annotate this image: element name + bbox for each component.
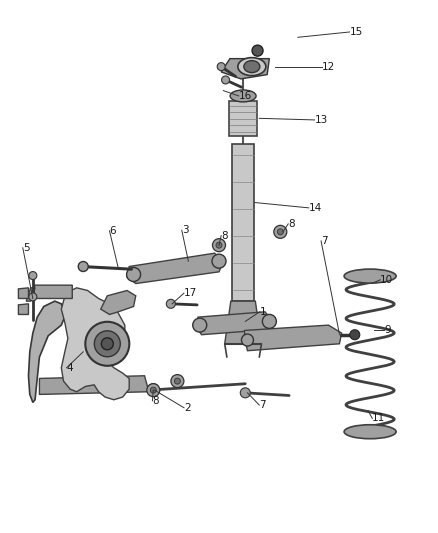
Text: 11: 11: [372, 414, 385, 423]
Text: 2: 2: [184, 403, 191, 413]
Circle shape: [78, 262, 88, 271]
Text: 3: 3: [182, 225, 188, 235]
Circle shape: [147, 384, 160, 397]
Ellipse shape: [344, 425, 396, 439]
Circle shape: [216, 242, 222, 248]
Polygon shape: [127, 253, 223, 284]
Circle shape: [222, 76, 230, 84]
Text: 14: 14: [309, 203, 322, 213]
Text: 8: 8: [221, 231, 228, 240]
Ellipse shape: [238, 58, 266, 76]
Circle shape: [262, 314, 276, 328]
Circle shape: [241, 334, 254, 346]
Circle shape: [127, 268, 141, 281]
Ellipse shape: [230, 90, 256, 102]
Polygon shape: [31, 285, 72, 298]
Polygon shape: [28, 301, 66, 402]
Polygon shape: [61, 288, 129, 400]
Text: 16: 16: [239, 91, 252, 101]
Circle shape: [150, 387, 156, 393]
Text: 15: 15: [350, 27, 363, 37]
Circle shape: [212, 239, 226, 252]
Circle shape: [274, 225, 287, 238]
Text: 13: 13: [314, 115, 328, 125]
Text: 12: 12: [322, 62, 335, 71]
Text: 7: 7: [321, 236, 328, 246]
Circle shape: [166, 300, 175, 308]
Polygon shape: [225, 301, 261, 344]
Ellipse shape: [344, 269, 396, 283]
Text: 10: 10: [380, 275, 393, 285]
Circle shape: [240, 388, 250, 398]
Text: 1: 1: [260, 307, 266, 317]
Text: 17: 17: [184, 288, 197, 298]
Text: 4: 4: [67, 363, 73, 373]
Circle shape: [148, 384, 159, 394]
Circle shape: [85, 322, 129, 366]
Text: 6: 6: [110, 226, 116, 236]
Polygon shape: [101, 290, 136, 314]
Polygon shape: [39, 376, 149, 394]
Circle shape: [29, 293, 37, 301]
Circle shape: [29, 271, 37, 280]
Circle shape: [171, 375, 184, 387]
Polygon shape: [26, 288, 35, 301]
Circle shape: [212, 254, 226, 268]
Polygon shape: [232, 144, 254, 301]
Circle shape: [174, 378, 180, 384]
Text: 5: 5: [23, 243, 29, 253]
Circle shape: [94, 331, 120, 357]
Circle shape: [217, 62, 225, 71]
Bar: [229, 101, 257, 136]
Ellipse shape: [244, 61, 260, 72]
Text: 8: 8: [152, 396, 159, 406]
Polygon shape: [18, 304, 28, 314]
Polygon shape: [244, 325, 342, 351]
Circle shape: [277, 229, 283, 235]
Polygon shape: [197, 312, 272, 335]
Text: 8: 8: [288, 219, 295, 229]
Circle shape: [350, 330, 360, 340]
Polygon shape: [221, 59, 269, 79]
Text: 7: 7: [259, 400, 266, 410]
Text: 9: 9: [384, 326, 391, 335]
Circle shape: [101, 338, 113, 350]
Circle shape: [252, 45, 263, 56]
Circle shape: [193, 318, 207, 332]
Polygon shape: [18, 288, 28, 298]
